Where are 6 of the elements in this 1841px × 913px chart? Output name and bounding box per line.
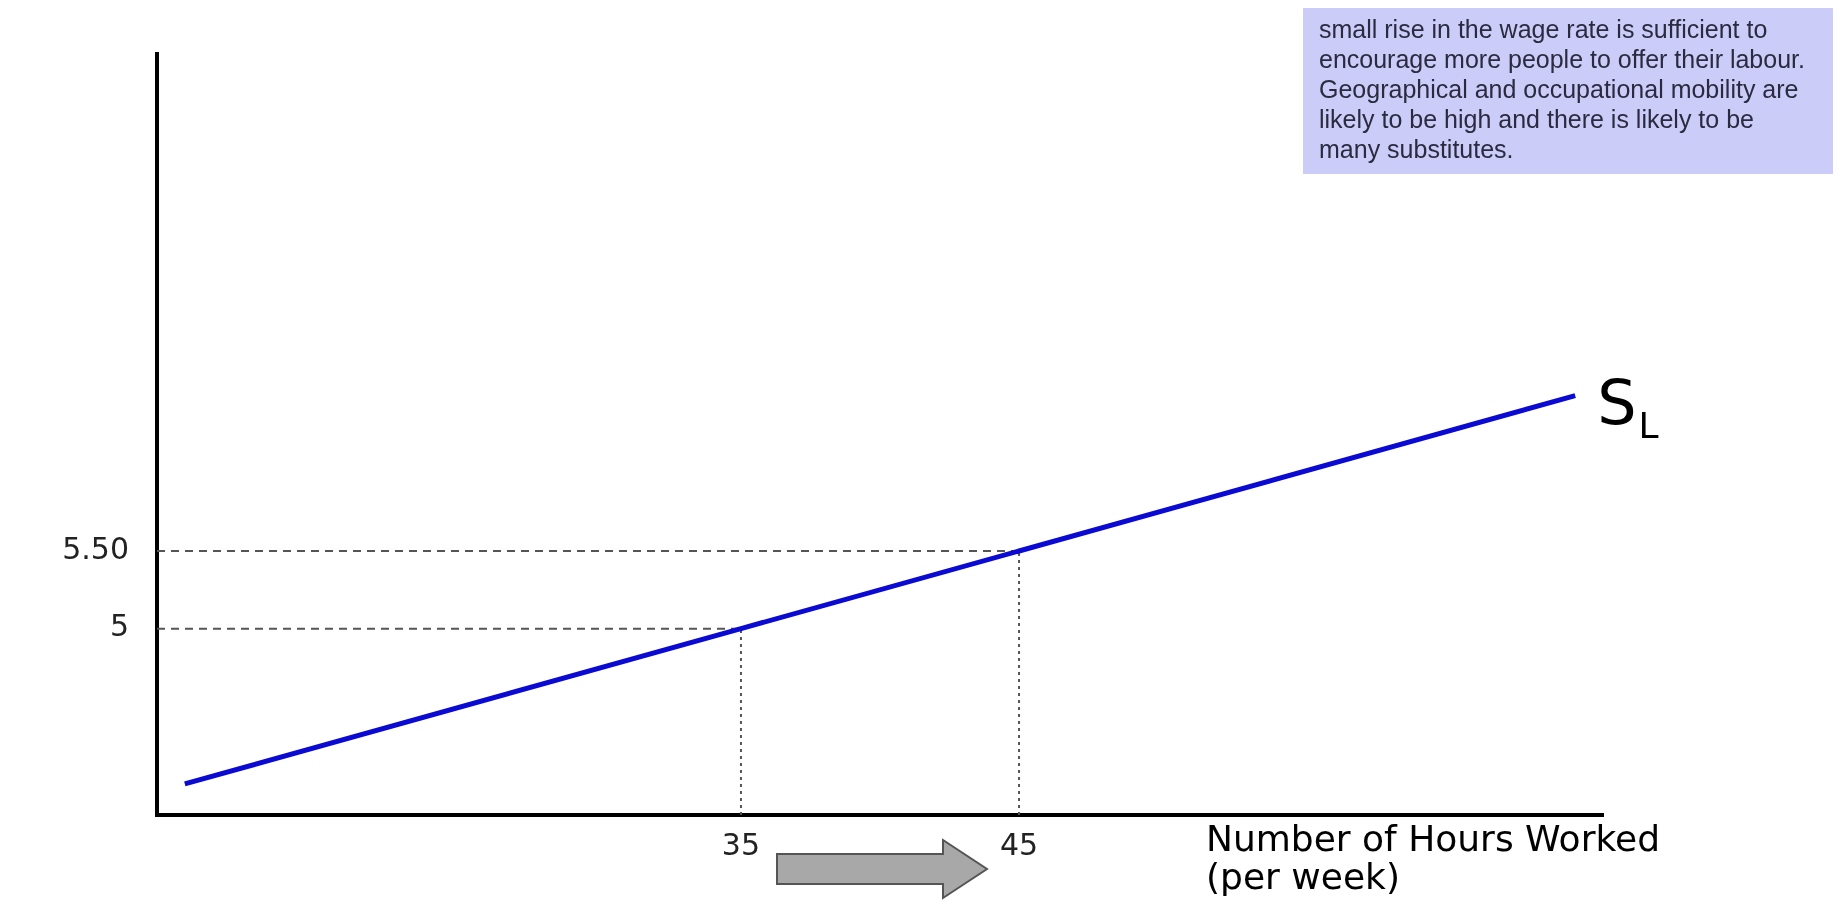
x-tick-label: 45 — [999, 826, 1039, 862]
annotation: small rise in the wage rate is sufficient to encourage more people to offer their labour. Geographical and occupational mobility are likely to be high and there is likely to be many substitutes. — [1303, 8, 1833, 174]
y-tick-label: 5 — [109, 608, 129, 644]
x-axis-title: Number of Hours Worked (per week) — [1206, 818, 1660, 897]
x-tick-label: 35 — [721, 826, 761, 862]
y-tick-label: 5.50 — [62, 530, 129, 566]
